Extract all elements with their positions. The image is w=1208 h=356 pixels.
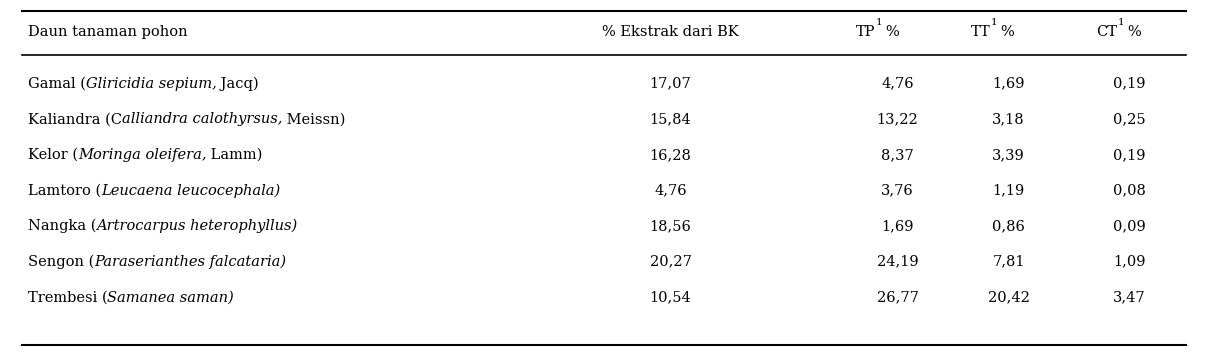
Text: 18,56: 18,56 bbox=[650, 219, 691, 233]
Text: Gliricidia sepium,: Gliricidia sepium, bbox=[86, 77, 216, 91]
Text: 0,86: 0,86 bbox=[992, 219, 1026, 233]
Text: 4,76: 4,76 bbox=[881, 77, 914, 91]
Text: 1,69: 1,69 bbox=[993, 77, 1024, 91]
Text: 0,19: 0,19 bbox=[1114, 148, 1145, 162]
Text: 4,76: 4,76 bbox=[654, 183, 687, 198]
Text: 0,19: 0,19 bbox=[1114, 77, 1145, 91]
Text: Paraserianthes falcataria): Paraserianthes falcataria) bbox=[94, 255, 286, 269]
Text: 3,18: 3,18 bbox=[992, 112, 1026, 126]
Text: 10,54: 10,54 bbox=[650, 290, 691, 304]
Text: Kelor (: Kelor ( bbox=[28, 148, 77, 162]
Text: %: % bbox=[1000, 25, 1014, 39]
Text: Kaliandra (C: Kaliandra (C bbox=[28, 112, 122, 126]
Text: Gamal (: Gamal ( bbox=[28, 77, 86, 91]
Text: 1: 1 bbox=[1117, 17, 1123, 27]
Text: 0,09: 0,09 bbox=[1113, 219, 1146, 233]
Text: 26,77: 26,77 bbox=[877, 290, 918, 304]
Text: % Ekstrak dari BK: % Ekstrak dari BK bbox=[602, 25, 739, 39]
Text: 7,81: 7,81 bbox=[993, 255, 1024, 269]
Text: 13,22: 13,22 bbox=[877, 112, 918, 126]
Text: Moringa oleifera,: Moringa oleifera, bbox=[77, 148, 207, 162]
Text: 1,09: 1,09 bbox=[1114, 255, 1145, 269]
Text: 0,08: 0,08 bbox=[1113, 183, 1146, 198]
Text: Sengon (: Sengon ( bbox=[28, 255, 94, 269]
Text: 20,27: 20,27 bbox=[650, 255, 691, 269]
Text: 1,69: 1,69 bbox=[882, 219, 913, 233]
Text: 3,47: 3,47 bbox=[1113, 290, 1146, 304]
Text: 0,25: 0,25 bbox=[1113, 112, 1146, 126]
Text: Nangka (: Nangka ( bbox=[28, 219, 97, 233]
Text: %: % bbox=[1127, 25, 1140, 39]
Text: 20,42: 20,42 bbox=[988, 290, 1029, 304]
Text: 16,28: 16,28 bbox=[650, 148, 691, 162]
Text: 1: 1 bbox=[876, 17, 882, 27]
Text: Jacq): Jacq) bbox=[216, 77, 259, 91]
Text: Samanea saman): Samanea saman) bbox=[108, 290, 234, 304]
Text: Lamtoro (: Lamtoro ( bbox=[28, 183, 101, 198]
Text: 1: 1 bbox=[991, 17, 997, 27]
Text: Meissn): Meissn) bbox=[283, 112, 345, 126]
Text: Lamm): Lamm) bbox=[207, 148, 262, 162]
Text: 15,84: 15,84 bbox=[650, 112, 691, 126]
Text: Trembesi (: Trembesi ( bbox=[28, 290, 108, 304]
Text: 8,37: 8,37 bbox=[881, 148, 914, 162]
Text: TT: TT bbox=[971, 25, 991, 39]
Text: CT: CT bbox=[1097, 25, 1117, 39]
Text: 1,19: 1,19 bbox=[993, 183, 1024, 198]
Text: 3,76: 3,76 bbox=[881, 183, 914, 198]
Text: alliandra calothyrsus,: alliandra calothyrsus, bbox=[122, 112, 283, 126]
Text: TP: TP bbox=[856, 25, 876, 39]
Text: Daun tanaman pohon: Daun tanaman pohon bbox=[28, 25, 187, 39]
Text: Artrocarpus heterophyllus): Artrocarpus heterophyllus) bbox=[97, 219, 297, 233]
Text: 24,19: 24,19 bbox=[877, 255, 918, 269]
Text: 17,07: 17,07 bbox=[650, 77, 691, 91]
Text: %: % bbox=[885, 25, 899, 39]
Text: Leucaena leucocephala): Leucaena leucocephala) bbox=[101, 183, 280, 198]
Text: 3,39: 3,39 bbox=[992, 148, 1026, 162]
